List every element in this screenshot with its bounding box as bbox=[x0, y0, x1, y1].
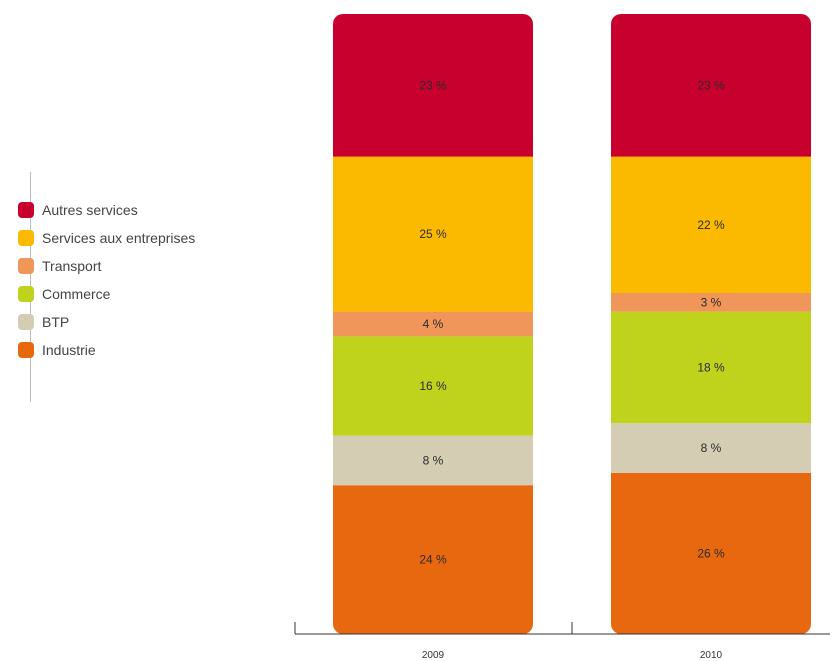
bar-segment-btp-2009 bbox=[333, 435, 533, 486]
data-label-btp-2010: 8 % bbox=[701, 441, 722, 455]
legend-label-commerce: Commerce bbox=[42, 286, 111, 302]
data-label-industrie-2009: 24 % bbox=[419, 553, 447, 567]
data-label-transport-2010: 3 % bbox=[701, 295, 722, 309]
legend-swatch-industrie bbox=[18, 342, 34, 358]
bar-segment-commerce-2009 bbox=[333, 336, 533, 436]
data-label-services-aux-entreprises-2009: 25 % bbox=[419, 227, 447, 241]
legend-label-industrie: Industrie bbox=[42, 342, 96, 358]
legend-item-transport: Transport bbox=[18, 252, 195, 280]
legend-item-btp: BTP bbox=[18, 308, 195, 336]
legend-label-autres-services: Autres services bbox=[42, 202, 138, 218]
data-label-commerce-2009: 16 % bbox=[419, 379, 447, 393]
data-label-commerce-2010: 18 % bbox=[697, 360, 725, 374]
data-label-services-aux-entreprises-2010: 22 % bbox=[697, 218, 725, 232]
legend-item-commerce: Commerce bbox=[18, 280, 195, 308]
bar-segment-services-aux-entreprises-2009 bbox=[333, 156, 533, 312]
data-label-autres-services-2009: 23 % bbox=[419, 78, 447, 92]
data-label-autres-services-2010: 23 % bbox=[697, 78, 725, 92]
bar-segment-industrie-2009 bbox=[333, 485, 533, 634]
legend-item-autres-services: Autres services bbox=[18, 196, 195, 224]
legend: Autres services Services aux entreprises T… bbox=[18, 196, 195, 364]
bar-2010 bbox=[611, 14, 811, 634]
bar-segment-commerce-2010 bbox=[611, 311, 811, 424]
legend-item-industrie: Industrie bbox=[18, 336, 195, 364]
bar-segment-services-aux-entreprises-2010 bbox=[611, 156, 811, 293]
legend-swatch-transport bbox=[18, 258, 34, 274]
legend-swatch-btp bbox=[18, 314, 34, 330]
data-label-btp-2009: 8 % bbox=[423, 453, 444, 467]
legend-item-services-aux-entreprises: Services aux entreprises bbox=[18, 224, 195, 252]
bar-segment-industrie-2010 bbox=[611, 472, 811, 634]
bar-segment-btp-2010 bbox=[611, 423, 811, 473]
bar-segment-autres-services-2010 bbox=[611, 14, 811, 157]
data-label-transport-2009: 4 % bbox=[423, 317, 444, 331]
x-tick-label-2010: 2010 bbox=[700, 650, 723, 661]
legend-swatch-services-aux-entreprises bbox=[18, 230, 34, 246]
bar-segment-transport-2009 bbox=[333, 311, 533, 337]
legend-label-services-aux-entreprises: Services aux entreprises bbox=[42, 230, 196, 246]
legend-label-btp: BTP bbox=[42, 314, 70, 330]
legend-swatch-commerce bbox=[18, 286, 34, 302]
bar-segment-transport-2010 bbox=[611, 293, 811, 312]
x-tick-label-2009: 2009 bbox=[422, 650, 445, 661]
data-label-industrie-2010: 26 % bbox=[697, 546, 725, 560]
legend-label-transport: Transport bbox=[42, 258, 102, 274]
bar-segment-autres-services-2009 bbox=[333, 14, 533, 157]
bar-2009 bbox=[333, 14, 533, 634]
legend-swatch-autres-services bbox=[18, 202, 34, 218]
